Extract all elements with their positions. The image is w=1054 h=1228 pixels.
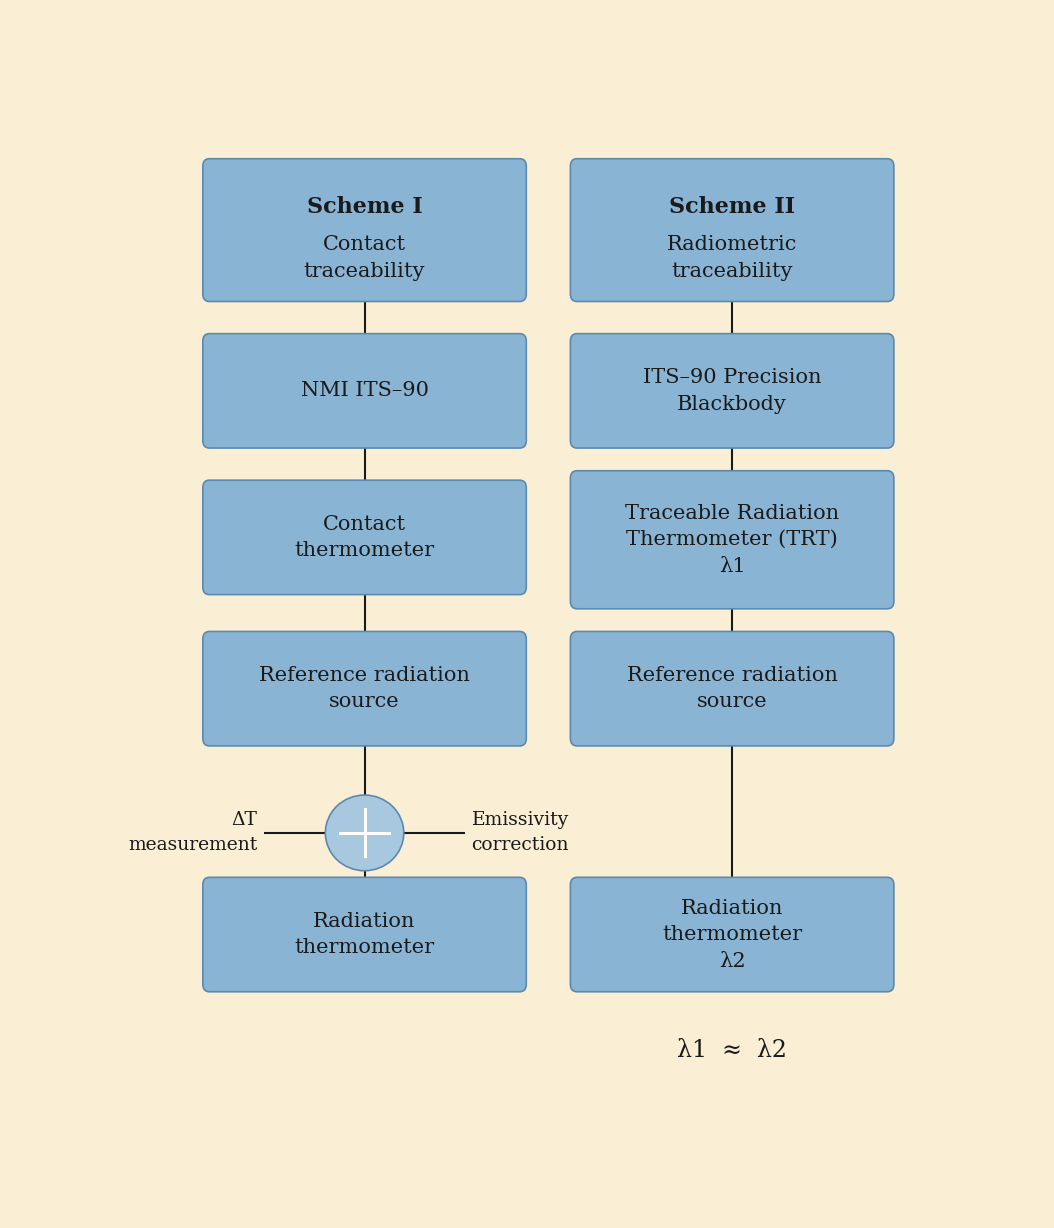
FancyBboxPatch shape	[202, 334, 526, 448]
Text: Radiation
thermometer
λ2: Radiation thermometer λ2	[662, 899, 802, 970]
Text: Contact
thermometer: Contact thermometer	[294, 515, 434, 560]
Text: Traceable Radiation
Thermometer (TRT)
λ1: Traceable Radiation Thermometer (TRT) λ1	[625, 503, 839, 576]
FancyBboxPatch shape	[202, 631, 526, 745]
FancyBboxPatch shape	[202, 480, 526, 594]
Ellipse shape	[326, 795, 404, 871]
Text: Reference radiation
source: Reference radiation source	[627, 666, 838, 711]
Text: ITS–90 Precision
Blackbody: ITS–90 Precision Blackbody	[643, 368, 821, 414]
Text: ΔT
measurement: ΔT measurement	[129, 812, 257, 855]
Text: Radiometric
traceability: Radiometric traceability	[667, 236, 797, 281]
FancyBboxPatch shape	[202, 877, 526, 992]
FancyBboxPatch shape	[570, 631, 894, 745]
FancyBboxPatch shape	[570, 334, 894, 448]
FancyBboxPatch shape	[202, 158, 526, 302]
Text: λ1  ≈  λ2: λ1 ≈ λ2	[677, 1039, 787, 1062]
Text: NMI ITS–90: NMI ITS–90	[300, 382, 429, 400]
Text: Contact
traceability: Contact traceability	[304, 236, 426, 281]
FancyBboxPatch shape	[570, 158, 894, 302]
Text: Scheme II: Scheme II	[669, 196, 795, 219]
Text: Radiation
thermometer: Radiation thermometer	[294, 911, 434, 958]
FancyBboxPatch shape	[570, 877, 894, 992]
Text: Emissivity
correction: Emissivity correction	[471, 812, 569, 855]
Text: Scheme I: Scheme I	[307, 196, 423, 219]
Text: Reference radiation
source: Reference radiation source	[259, 666, 470, 711]
FancyBboxPatch shape	[570, 470, 894, 609]
